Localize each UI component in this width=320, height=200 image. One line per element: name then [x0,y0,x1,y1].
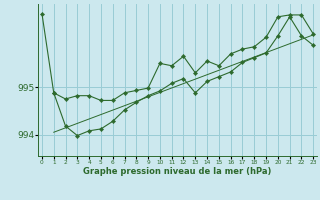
X-axis label: Graphe pression niveau de la mer (hPa): Graphe pression niveau de la mer (hPa) [84,167,272,176]
